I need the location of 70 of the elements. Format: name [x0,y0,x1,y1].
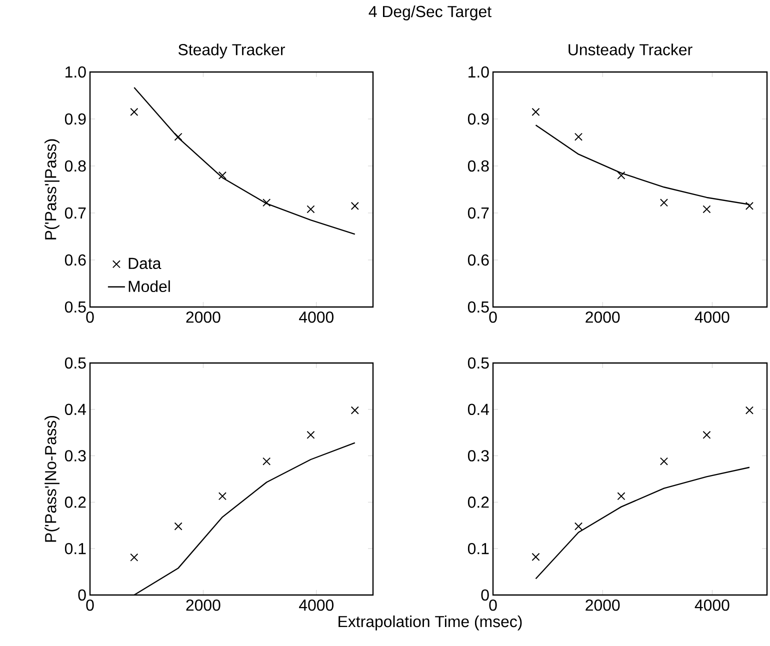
y-tick-label: 0.5 [64,301,86,313]
point [745,202,754,210]
y-tick-label: 0.6 [64,254,86,266]
y-tick-label: 0.6 [468,254,489,266]
y-tick-label: 0.7 [468,207,489,219]
point [617,171,626,180]
x-tick-label: 4000 [299,600,334,611]
y-tick-label: 0.1 [468,542,489,554]
point [262,198,271,207]
x-tick-label: 4000 [299,312,334,323]
x-axis-title: Extrapolation Time (msec) [338,616,522,630]
chart-title: Steady Tracker [178,44,285,58]
x-tick-label: 2000 [186,312,220,323]
x-tick-label: 0 [489,312,497,323]
y-tick-label: 0.9 [468,113,489,125]
x-tick-label: 4000 [694,312,730,323]
point [350,202,359,210]
y-tick-label: 0.2 [64,496,86,508]
chart-title: Unsteady Tracker [568,44,692,58]
point [532,108,540,116]
y-tick-label: 0.4 [468,404,490,416]
line-series [535,466,750,580]
point [617,492,626,500]
y-tick-label: 1.0 [66,66,86,78]
x-tick-label: 2000 [186,600,220,611]
text: 4 Deg/Sec Target [368,6,492,20]
point [702,430,711,439]
point [174,522,182,530]
point [574,522,583,530]
y-tick-label: 0 [481,589,489,601]
point [660,198,668,207]
x-tick-label: 2000 [586,312,620,323]
x-tick-label: 2000 [586,600,620,611]
point [130,108,138,116]
y-axis-title: P('Pass'|No-Pass) [44,416,60,542]
y-tick-label: 0.2 [468,496,489,508]
point [306,205,315,214]
point [218,492,226,500]
y-tick-label: 0.3 [64,450,86,462]
y-tick-label: 0.3 [468,450,489,462]
point [262,457,271,466]
point [350,406,359,414]
point [532,552,540,561]
point [660,457,668,466]
point [574,132,583,141]
point [702,205,711,214]
legend-label: Data [128,258,162,270]
line-series [134,86,356,235]
y-axis-title: P('Pass'|Pass) [44,139,60,240]
y-tick-label: 0.5 [64,357,86,369]
y-tick-label: 0.5 [468,301,489,313]
y-tick-label: 0.7 [64,207,86,219]
point [174,132,182,141]
y-tick-label: 0.5 [468,357,489,369]
y-tick-label: 0.9 [64,113,86,125]
y-tick-label: 0.1 [64,542,86,554]
x-tick-label: 0 [86,312,94,323]
y-tick-label: 1.0 [468,66,489,78]
point [745,406,754,414]
point [218,171,226,180]
y-tick-label: 0.4 [64,404,86,416]
x-tick-label: 0 [489,600,497,611]
y-tick-label: 0.8 [468,160,489,172]
y-tick-label: 0 [78,589,86,601]
point [130,553,138,562]
y-tick-label: 0.8 [64,160,86,172]
x-tick-label: 0 [86,600,94,611]
point [306,430,315,439]
legend-label: Model [128,280,170,292]
x-tick-label: 4000 [694,600,730,611]
